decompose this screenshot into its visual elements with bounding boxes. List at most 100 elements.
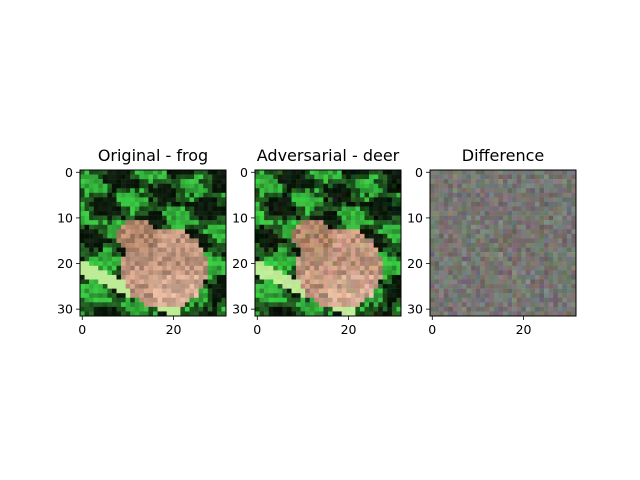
pixel [309, 293, 315, 298]
pixel [378, 183, 383, 189]
pixel [318, 256, 324, 262]
pixel [175, 256, 181, 262]
x-tick-label: 0 [428, 322, 436, 337]
pixel [212, 188, 218, 194]
pixel [530, 252, 536, 257]
pixel [314, 256, 320, 262]
pixel [309, 211, 315, 216]
pixel [153, 261, 158, 267]
pixel [111, 252, 117, 257]
pixel [396, 252, 402, 257]
pixel [102, 288, 108, 294]
pixel [116, 211, 122, 216]
pixel [162, 256, 167, 262]
pixel [562, 224, 568, 230]
pixel [318, 293, 324, 298]
pixel [323, 192, 329, 198]
pixel [102, 297, 108, 303]
pixel [148, 238, 154, 244]
pixel [387, 293, 393, 298]
pixel [111, 261, 117, 267]
pixel [448, 243, 454, 248]
pixel [530, 170, 536, 175]
pixel [207, 206, 213, 212]
pixel [530, 233, 536, 239]
pixel [571, 220, 577, 225]
panel-title: Original - frog [98, 146, 208, 165]
pixel [80, 197, 85, 203]
pixel [255, 274, 260, 280]
pixel [268, 297, 274, 303]
pixel [264, 220, 269, 225]
pixel [571, 256, 577, 262]
pixel [305, 174, 310, 180]
pixel [332, 270, 338, 276]
pixel [396, 174, 402, 180]
pixel [148, 188, 154, 194]
pixel [134, 174, 140, 180]
pixel [221, 247, 227, 253]
pixel [378, 179, 383, 184]
pixel [493, 179, 499, 184]
pixel [203, 270, 208, 276]
pixel [98, 311, 104, 317]
pixel [364, 302, 370, 308]
pixel [300, 302, 306, 308]
pixel [396, 220, 402, 225]
pixel [264, 311, 269, 317]
pixel [521, 188, 527, 194]
pixel [184, 252, 190, 257]
pixel [396, 311, 402, 317]
pixel [143, 206, 149, 212]
pixel [475, 302, 481, 308]
pixel [387, 170, 393, 175]
pixel [566, 233, 572, 239]
pixel [264, 279, 269, 285]
pixel [277, 179, 283, 184]
pixel [207, 179, 213, 184]
pixel [189, 302, 195, 308]
pixel [125, 215, 131, 221]
pixel [530, 270, 536, 276]
pixel [544, 293, 549, 298]
pixel [184, 284, 190, 289]
pixel [212, 197, 218, 203]
pixel [562, 211, 568, 216]
pixel [484, 297, 490, 303]
pixel [259, 224, 265, 230]
pixel [489, 265, 495, 271]
pixel [530, 306, 536, 312]
pixel [373, 179, 379, 184]
pixel [355, 224, 361, 230]
pixel [391, 297, 397, 303]
pixel [484, 206, 490, 212]
pixel [373, 215, 379, 221]
pixel [571, 284, 577, 289]
pixel [391, 211, 397, 216]
pixel [557, 265, 563, 271]
pixel [466, 238, 472, 244]
pixel [503, 188, 508, 194]
pixel [475, 211, 481, 216]
pixel [350, 252, 356, 257]
pixel [521, 261, 527, 267]
pixel [107, 183, 113, 189]
pixel [378, 206, 383, 212]
pixel [493, 247, 499, 253]
pixel [277, 170, 283, 175]
pixel [396, 284, 402, 289]
pixel [548, 297, 554, 303]
pixel [318, 288, 324, 294]
pixel [305, 238, 310, 244]
pixel [471, 197, 476, 203]
pixel [516, 306, 522, 312]
pixel [530, 293, 536, 298]
pixel [111, 293, 117, 298]
pixel [562, 293, 568, 298]
pixel [359, 197, 365, 203]
pixel [332, 297, 338, 303]
pixel [291, 252, 297, 257]
pixel [571, 311, 577, 317]
pixel [323, 197, 329, 203]
pixel [484, 238, 490, 244]
